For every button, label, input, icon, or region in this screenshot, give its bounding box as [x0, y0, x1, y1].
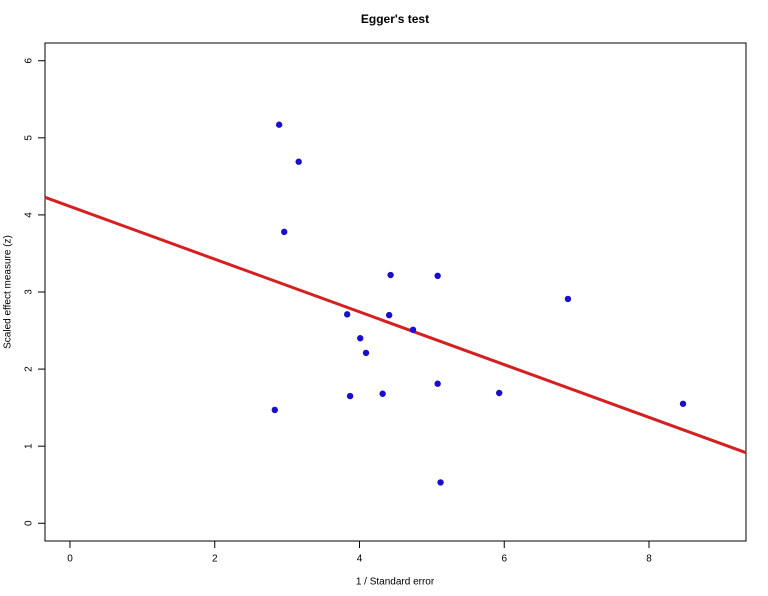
plot-frame — [44, 42, 747, 542]
data-point — [564, 295, 572, 303]
data-point — [281, 228, 288, 236]
regression-line — [44, 195, 747, 455]
data-point — [679, 400, 687, 407]
data-point — [379, 390, 386, 397]
x-tick-label: 6 — [501, 554, 507, 565]
data-point — [295, 158, 302, 165]
data-point — [437, 479, 444, 486]
data-point — [434, 380, 441, 387]
data-point — [357, 335, 364, 342]
y-tick-label: 4 — [24, 212, 35, 218]
x-tick-label: 0 — [67, 554, 73, 565]
y-tick-label: 1 — [24, 443, 35, 449]
x-tick-label: 2 — [212, 554, 218, 565]
x-tick-label: 4 — [357, 554, 363, 565]
y-tick-label: 6 — [24, 58, 35, 64]
y-tick-label: 2 — [24, 366, 35, 372]
chart-title: Egger's test — [361, 12, 429, 26]
y-tick-label: 3 — [24, 289, 35, 295]
data-point — [495, 389, 503, 397]
data-point — [275, 121, 283, 128]
y-axis-label: Scaled effect measure (z) — [3, 235, 14, 349]
x-axis-label: 1 / Standard error — [356, 577, 435, 588]
data-point — [387, 271, 394, 279]
x-tick-label: 8 — [646, 554, 652, 565]
data-point — [343, 311, 351, 318]
data-point — [385, 311, 393, 319]
data-point — [271, 406, 279, 414]
data-point — [434, 272, 441, 280]
y-tick-label: 5 — [24, 135, 35, 141]
data-point — [346, 392, 354, 400]
y-tick-label: 0 — [24, 520, 35, 526]
data-point — [409, 326, 417, 333]
data-point — [362, 349, 370, 357]
